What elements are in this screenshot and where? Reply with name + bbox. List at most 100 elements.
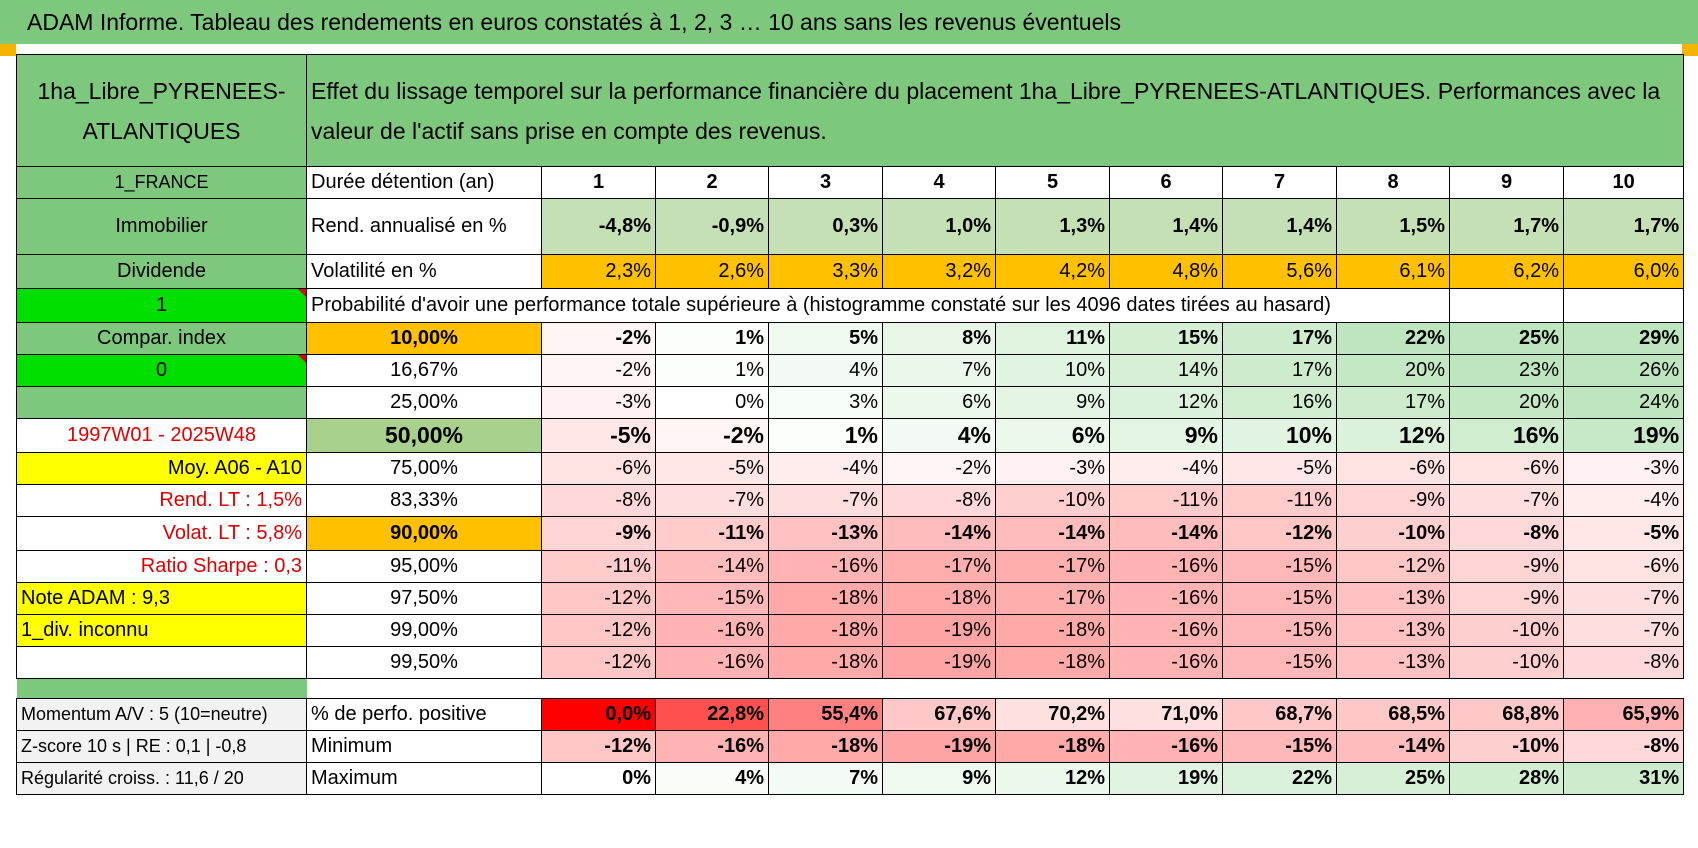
percentile-value: -13% <box>768 516 883 551</box>
field-0[interactable]: 0 <box>16 354 307 387</box>
note-adam: Note ADAM : 9,3 <box>16 582 307 615</box>
percentile-value: -16% <box>1109 614 1223 647</box>
percentile-value: 19% <box>1562 418 1685 453</box>
positive-cell: 71,0% <box>1109 698 1223 731</box>
percentile-value: -6% <box>541 452 656 485</box>
maximum-cell: 9% <box>882 762 996 795</box>
percentile-value: -12% <box>541 614 656 647</box>
positive-cell: 68,8% <box>1449 698 1564 731</box>
percentile-value: -14% <box>882 516 996 551</box>
percentile-value: -7% <box>768 484 883 517</box>
asset-type: Dividende <box>16 254 307 289</box>
percentile-value: -3% <box>1562 452 1685 485</box>
minimum-cell: -18% <box>768 730 883 763</box>
maximum-cell: 0% <box>541 762 656 795</box>
percentile-value: 20% <box>1336 354 1450 387</box>
percentile-value: 17% <box>1222 354 1337 387</box>
minimum-cell: -10% <box>1449 730 1564 763</box>
positive-cell: 67,6% <box>882 698 996 731</box>
percentile-value: -17% <box>995 550 1110 583</box>
percentile-value: -4% <box>1562 484 1685 517</box>
percentile-value: -5% <box>1562 516 1685 551</box>
rend-cell: 1,0% <box>882 198 996 255</box>
percentile-value: -10% <box>1449 614 1564 647</box>
percentile-label: 83,33% <box>306 484 542 517</box>
percentile-value: -18% <box>768 614 883 647</box>
year-header: 5 <box>995 166 1110 199</box>
percentile-value: -16% <box>768 550 883 583</box>
percentile-value: -15% <box>655 582 769 615</box>
percentile-value: 22% <box>1336 322 1450 355</box>
row-label-positive: % de perfo. positive <box>306 698 542 731</box>
percentile-value: 17% <box>1222 322 1337 355</box>
positive-cell: 22,8% <box>655 698 769 731</box>
vol-cell: 3,3% <box>768 254 883 289</box>
compar-index: Compar. index <box>16 322 307 355</box>
percentile-value: -11% <box>1109 484 1223 517</box>
percentile-value: -13% <box>1336 614 1450 647</box>
year-header: 2 <box>655 166 769 199</box>
rend-cell: 1,7% <box>1562 198 1685 255</box>
percentile-value: -12% <box>1336 550 1450 583</box>
momentum: Momentum A/V : 5 (10=neutre) <box>16 698 307 731</box>
percentile-value: 8% <box>882 322 996 355</box>
report-title: ADAM Informe. Tableau des rendements en … <box>0 0 1698 44</box>
percentile-value: 7% <box>882 354 996 387</box>
row-label-rend: Rend. annualisé en % <box>306 198 542 255</box>
percentile-value: -6% <box>1562 550 1685 583</box>
row-label-vol: Volatilité en % <box>306 254 542 289</box>
rend-lt: Rend. LT : 1,5% <box>16 484 307 517</box>
vol-cell: 6,0% <box>1562 254 1685 289</box>
field-1[interactable]: 1 <box>16 288 307 323</box>
percentile-value: -17% <box>995 582 1110 615</box>
percentile-value: -8% <box>1449 516 1564 551</box>
corner-marker <box>0 44 16 56</box>
percentile-value: 6% <box>882 386 996 419</box>
percentile-value: 15% <box>1109 322 1223 355</box>
percentile-value: 29% <box>1562 322 1685 355</box>
percentile-value: 6% <box>995 418 1110 453</box>
percentile-value: 26% <box>1562 354 1685 387</box>
percentile-value: 9% <box>1109 418 1223 453</box>
percentile-value: -11% <box>655 516 769 551</box>
row-label-proba: Probabilité d'avoir une performance tota… <box>311 294 1331 316</box>
period: 1997W01 - 2025W48 <box>16 418 307 453</box>
empty-cell <box>16 646 307 679</box>
percentile-label: 16,67% <box>306 354 542 387</box>
rend-cell: 1,5% <box>1336 198 1450 255</box>
category: Immobilier <box>16 198 307 255</box>
percentile-value: -15% <box>1222 550 1337 583</box>
maximum-cell: 28% <box>1449 762 1564 795</box>
rend-cell: 1,4% <box>1109 198 1223 255</box>
percentile-value: -14% <box>1109 516 1223 551</box>
percentile-label: 99,00% <box>306 614 542 647</box>
empty-cell <box>1562 288 1685 323</box>
percentile-value: 12% <box>1109 386 1223 419</box>
percentile-value: -13% <box>1336 646 1450 679</box>
row-label-minimum: Minimum <box>306 730 542 763</box>
percentile-value: -10% <box>995 484 1110 517</box>
percentile-value: 10% <box>995 354 1110 387</box>
percentile-value: -10% <box>1336 516 1450 551</box>
percentile-value: -8% <box>882 484 996 517</box>
percentile-value: -7% <box>1449 484 1564 517</box>
maximum-cell: 19% <box>1109 762 1223 795</box>
percentile-value: -2% <box>541 322 656 355</box>
percentile-value: -19% <box>882 614 996 647</box>
percentile-value: -11% <box>541 550 656 583</box>
percentile-value: -16% <box>1109 646 1223 679</box>
percentile-value: -18% <box>995 614 1110 647</box>
rend-cell: -4,8% <box>541 198 656 255</box>
percentile-value: 4% <box>882 418 996 453</box>
percentile-value: 14% <box>1109 354 1223 387</box>
positive-cell: 70,2% <box>995 698 1110 731</box>
rend-cell: 1,4% <box>1222 198 1337 255</box>
percentile-value: 20% <box>1449 386 1564 419</box>
regularite: Régularité croiss. : 11,6 / 20 <box>16 762 307 795</box>
minimum-cell: -19% <box>882 730 996 763</box>
percentile-value: -12% <box>541 646 656 679</box>
percentile-value: -15% <box>1222 614 1337 647</box>
maximum-cell: 4% <box>655 762 769 795</box>
percentile-value: -2% <box>541 354 656 387</box>
percentile-value: -7% <box>1562 582 1685 615</box>
